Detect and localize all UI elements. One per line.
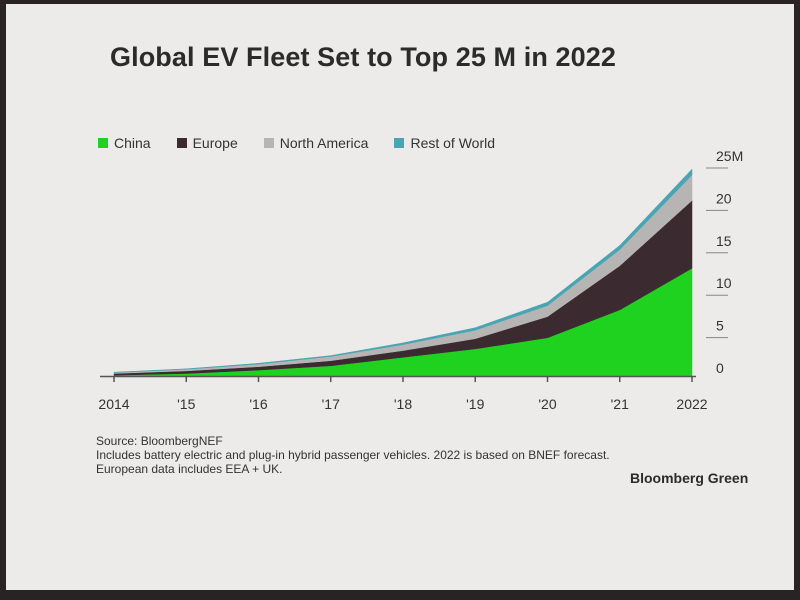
x-tick-label: '18 [394, 396, 412, 412]
legend-item-europe: Europe [176, 135, 238, 151]
legend-item-china: China [98, 135, 151, 151]
x-tick-label: '17 [322, 396, 340, 412]
y-tick-label: 5 [716, 318, 724, 334]
chart-notes: Source: BloombergNEF Includes battery el… [96, 434, 610, 476]
y-tick-label: 0 [716, 360, 724, 376]
x-tick-label: '21 [611, 396, 629, 412]
area-series-rest-of-world [113, 168, 693, 373]
legend-label-china: China [114, 135, 151, 151]
y-tick-label: 25M [716, 148, 743, 164]
x-tick-label: 2014 [98, 396, 129, 412]
legend-swatch-rest-of-world [394, 138, 405, 148]
y-tick-label: 15 [716, 233, 732, 249]
x-tick-label: '19 [466, 396, 484, 412]
legend-label-rest-of-world: Rest of World [410, 135, 495, 151]
legend-label-north-america: North America [279, 135, 369, 151]
chart-title: Global EV Fleet Set to Top 25 M in 2022 [110, 42, 617, 72]
x-tick-label: '15 [177, 396, 195, 412]
x-tick-label: '20 [538, 396, 556, 412]
legend-item-north-america: North America [263, 135, 369, 151]
x-tick-label: '16 [249, 396, 267, 412]
legend-item-rest-of-world: Rest of World [394, 135, 495, 151]
note-line-2: European data includes EEA + UK. [96, 462, 283, 476]
x-tick-label: 2022 [676, 396, 707, 412]
note-line-1: Includes battery electric and plug-in hy… [96, 448, 610, 462]
legend-swatch-china [98, 138, 108, 148]
y-tick-label: 10 [716, 275, 732, 291]
legend-label-europe: Europe [192, 135, 238, 151]
y-tick-label: 20 [716, 190, 732, 206]
brand-logo-text: Bloomberg Green [630, 470, 749, 486]
source-note: Source: BloombergNEF [96, 434, 223, 448]
legend-swatch-north-america [263, 138, 274, 148]
legend: China Europe North America Rest of World [98, 135, 495, 151]
area-chart: 2014 '15 '16 '17 '18 '19 '20 '21 2022 0 5 10 15 20 25M [98, 148, 743, 412]
slide: Global EV Fleet Set to Top 25 M in 2022 … [6, 4, 794, 590]
legend-swatch-europe [176, 138, 187, 148]
